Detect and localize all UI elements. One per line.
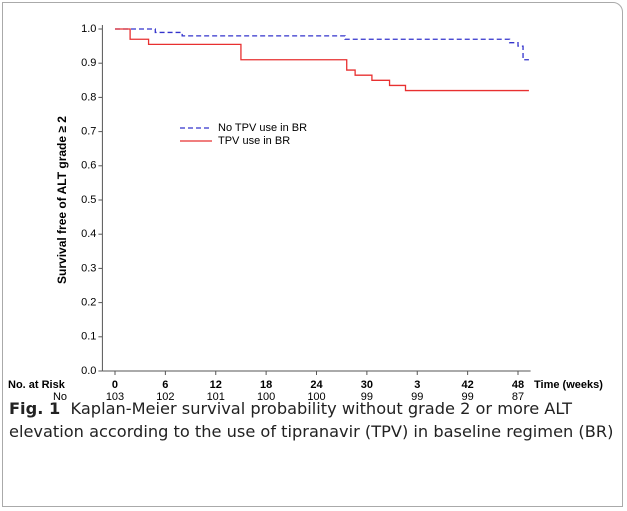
chart: Survival free of ALT grade ≥ 2 Time (wee… (8, 23, 603, 400)
figure-frame (2, 2, 623, 507)
x-axis-label: Time (weeks) (534, 379, 603, 391)
caption-label: Fig. 1 (9, 399, 61, 418)
x-tick-label: 30 (361, 379, 373, 391)
x-tick-label: 12 (210, 379, 222, 391)
x-tick-label: 18 (260, 379, 272, 391)
risk-row-name: No (53, 391, 67, 400)
x-tick-label: 42 (462, 379, 474, 391)
survival-curve (114, 28, 529, 92)
risk-count: 101 (207, 391, 225, 400)
caption-text: Kaplan-Meier survival probability withou… (9, 399, 614, 441)
y-tick-label: 0.5 (81, 194, 96, 206)
y-axis-label: Survival free of ALT grade ≥ 2 (55, 116, 69, 284)
y-tick-label: 0.4 (81, 228, 96, 240)
risk-count: 99 (411, 391, 423, 400)
y-tick-label: 0.9 (81, 57, 96, 69)
x-tick-label: 3 (414, 379, 420, 391)
x-tick-label: 0 (112, 379, 118, 391)
risk-table-title: No. at Risk (8, 379, 66, 391)
y-tick-label: 0.6 (81, 160, 96, 172)
risk-count: 103 (106, 391, 124, 400)
x-tick-label: 24 (310, 379, 323, 391)
risk-count: 100 (307, 391, 325, 400)
legend-label: TPV use in BR (218, 135, 290, 147)
x-tick-label: 6 (162, 379, 168, 391)
y-tick-label: 1.0 (81, 23, 96, 35)
risk-count: 99 (462, 391, 474, 400)
y-tick-label: 0.8 (81, 91, 96, 103)
risk-count: 102 (156, 391, 174, 400)
legend-label: No TPV use in BR (218, 122, 307, 134)
survival-curve (114, 28, 529, 61)
y-tick-label: 0.3 (81, 262, 96, 274)
y-tick-label: 0.7 (81, 126, 96, 138)
risk-count: 87 (512, 391, 524, 400)
risk-count: 99 (361, 391, 373, 400)
y-tick-label: 0.2 (81, 297, 96, 309)
y-tick-label: 0.1 (81, 331, 96, 343)
risk-count: 100 (257, 391, 275, 400)
caption: Fig. 1 Kaplan-Meier survival probability… (9, 397, 621, 443)
y-tick-label: 0.0 (81, 365, 96, 377)
x-tick-label: 48 (512, 379, 524, 391)
